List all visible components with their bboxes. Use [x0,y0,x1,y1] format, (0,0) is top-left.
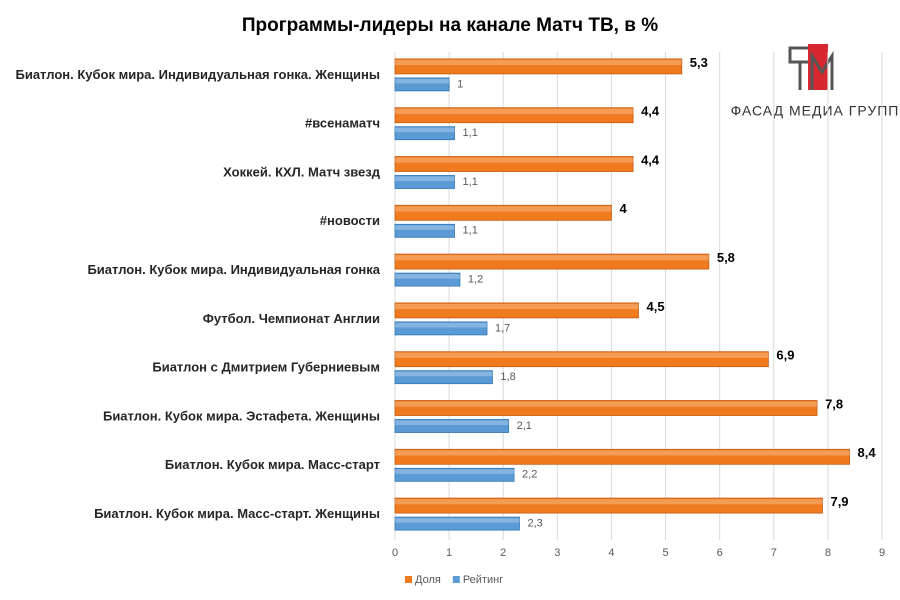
y-tick-label: #новости [320,213,380,228]
legend-label: Рейтинг [463,574,503,586]
data-label: 1,8 [500,371,515,383]
data-label: 4,5 [647,299,665,314]
bar [394,321,488,336]
bar [394,302,639,319]
x-tick-label: 6 [717,547,723,559]
bar [394,126,455,141]
data-label: 5,8 [717,250,735,265]
y-tick-label: Биатлон. Кубок мира. Индивидуальная гонк… [87,262,380,277]
bar [394,175,455,189]
bar [394,467,515,482]
data-label: 1,2 [468,274,483,286]
bar [394,58,683,75]
y-tick-label: Биатлон. Кубок мира. Эстафета. Женщины [103,408,380,423]
legend-swatch [405,576,412,583]
y-tick-label: Хоккей. КХЛ. Матч звезд [223,164,381,179]
legend-swatch [452,576,460,583]
logo-mark [788,44,834,90]
bar [394,516,520,531]
chart-title: Программы-лидеры на канале Матч ТВ, в % [242,15,658,36]
y-tick-label: Биатлон. Кубок мира. Масс-старт. Женщины [94,506,380,521]
y-tick-label: #всенаматч [305,116,380,131]
data-label: 1,7 [495,322,510,334]
x-tick-label: 8 [825,547,831,559]
x-tick-label: 7 [771,547,777,559]
data-label: 6,9 [776,348,794,363]
bar [394,448,850,465]
data-label: 5,3 [690,55,708,70]
data-label: 1 [457,78,463,90]
x-tick-label: 3 [554,547,560,559]
data-label: 1,1 [463,225,478,237]
data-label: 8,4 [858,445,877,460]
data-label: 1,1 [463,127,478,139]
y-tick-label: Биатлон. Кубок мира. Масс-старт [165,457,380,472]
bar [394,497,823,514]
data-label: 2,2 [522,469,537,481]
x-tick-label: 5 [662,547,668,559]
data-label: 2,3 [527,518,542,530]
x-tick-label: 4 [608,547,614,559]
bar [394,419,510,433]
data-label: 2,1 [517,420,532,432]
x-tick-label: 0 [392,547,398,559]
logo-text: ФАСАД МЕДИА ГРУПП [731,103,900,119]
legend-label: Доля [415,574,441,586]
bar [394,156,634,172]
bar [394,223,455,238]
bar [394,107,634,124]
data-label: 7,9 [830,494,848,509]
data-label: 4,4 [641,104,660,119]
bar [394,400,818,416]
x-tick-label: 1 [446,547,452,559]
data-label: 4,4 [641,152,660,167]
bar [394,204,612,221]
bar [394,77,450,92]
data-label: 4 [619,201,627,216]
data-label: 1,1 [463,176,478,188]
bar [394,253,710,270]
y-tick-label: Биатлон. Кубок мира. Индивидуальная гонк… [15,67,380,82]
y-tick-label: Футбол. Чемпионат Англии [203,311,380,326]
bar [394,272,461,287]
bar [394,351,769,368]
bar [394,370,493,385]
x-tick-label: 2 [500,547,506,559]
data-label: 7,8 [825,396,843,411]
y-tick-label: Биатлон с Дмитрием Губерниевым [152,360,380,375]
x-tick-label: 9 [879,547,885,559]
